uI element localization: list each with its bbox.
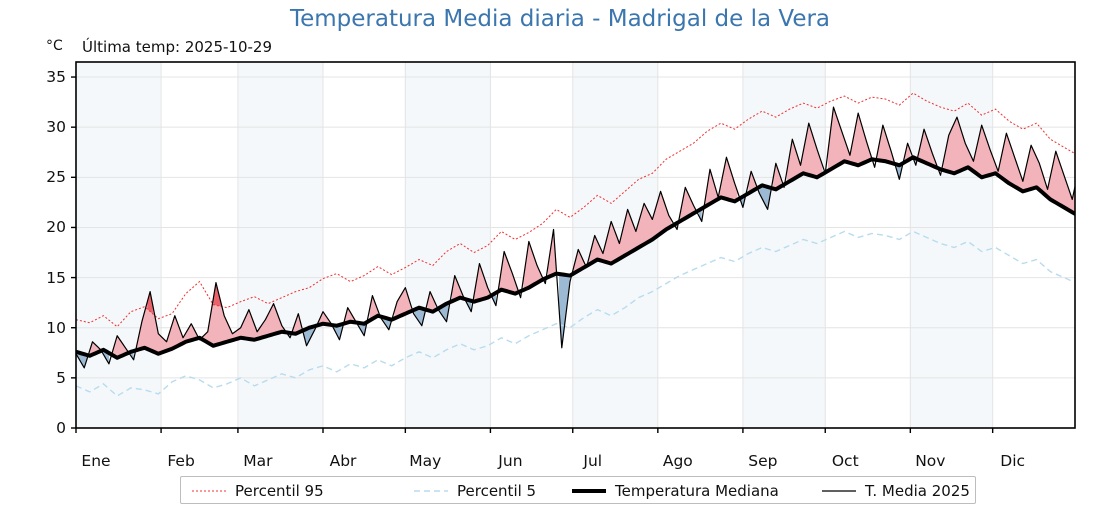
y-tick-text: 10 <box>46 318 66 337</box>
x-tick-label-ago: Ago <box>662 452 693 470</box>
month-band-sep <box>742 62 826 428</box>
month-band-mar <box>237 62 324 428</box>
chart-legend: Percentil 95 Percentil 5 Temperatura Media… <box>180 476 976 504</box>
legend-label: T. Media 2025 <box>865 482 970 500</box>
page-title: Temperatura Media diaria - Madrigal de l… <box>289 6 831 32</box>
x-tick-label-jul: Jul <box>583 452 603 470</box>
x-tick-label-feb: Feb <box>167 452 195 470</box>
legend-label: Percentil 5 <box>457 482 537 500</box>
x-tick-label-sep: Sep <box>748 452 778 470</box>
y-tick-text: 15 <box>46 268 66 287</box>
x-tick-label-dic: Dic <box>1000 452 1026 470</box>
month-band-nov <box>910 62 993 428</box>
x-tick-label-nov: Nov <box>915 452 946 470</box>
legend-swatch-icon <box>572 489 606 493</box>
legend-item-2[interactable]: Temperatura Mediana <box>571 477 779 505</box>
legend-label: Temperatura Mediana <box>615 482 779 500</box>
x-tick-label-ene: Ene <box>81 452 111 470</box>
legend-item-1[interactable]: Percentil 5 <box>413 477 536 505</box>
legend-swatch-icon <box>822 490 856 492</box>
x-tick-label-abr: Abr <box>329 452 357 470</box>
plot-frame <box>75 61 1076 429</box>
x-tick-label-may: May <box>409 452 442 470</box>
series-line-percentil-5 <box>76 230 1075 397</box>
series-line-t-media-2025 <box>76 106 1075 369</box>
series-line-temperatura-mediana <box>76 155 1075 360</box>
y-tick-text: 35 <box>46 68 66 87</box>
y-tick-text: 30 <box>46 118 66 137</box>
y-tick-text: 25 <box>46 168 66 187</box>
legend-item-3[interactable]: T. Media 2025 <box>821 477 970 505</box>
legend-swatch-icon <box>192 490 226 492</box>
legend-swatch-icon <box>414 490 448 492</box>
legend-label: Percentil 95 <box>235 482 324 500</box>
y-axis-unit-label: °C <box>46 38 63 54</box>
y-tick-text: 0 <box>56 419 66 437</box>
month-band-ene <box>76 62 162 428</box>
y-tick-text: 20 <box>46 218 66 237</box>
x-tick-label-jun: Jun <box>498 452 523 470</box>
month-band-may <box>405 62 491 428</box>
last-temp-label: Última temp: 2025-10-29 <box>82 38 273 56</box>
legend-item-0[interactable]: Percentil 95 <box>191 477 324 505</box>
x-tick-label-oct: Oct <box>831 452 859 470</box>
x-tick-label-mar: Mar <box>243 452 273 470</box>
y-tick-text: 5 <box>56 368 66 387</box>
series-line-percentil-95 <box>76 92 1075 328</box>
